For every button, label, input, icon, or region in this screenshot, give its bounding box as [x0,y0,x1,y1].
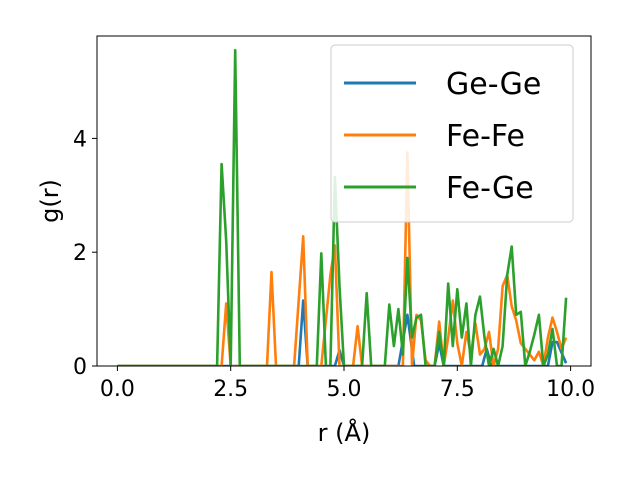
series-line-ge-ge [117,299,568,366]
y-tick-label: 2 [73,241,87,266]
x-tick-label: 2.5 [213,377,248,402]
legend: Ge-Ge Fe-Fe Fe-Ge [330,44,574,223]
x-tick-label: 10.0 [546,377,595,402]
axes: 0.0 2.5 5.0 7.5 10.0 0 2 4 r (Å) g(r) [36,35,595,447]
x-tick-label: 5.0 [327,377,362,402]
series-line-fe-ge [117,48,568,366]
plot-area [117,48,568,366]
legend-entry-ge-ge: Ge-Ge [446,67,541,102]
x-tick-label: 0.0 [100,377,135,402]
y-axis-label: g(r) [36,179,64,223]
x-tick-label: 7.5 [440,377,475,402]
legend-box [330,44,574,223]
legend-entry-fe-fe: Fe-Fe [446,119,525,154]
y-tick-label: 0 [73,355,87,380]
x-axis-label: r (Å) [318,418,371,447]
y-tick-label: 4 [73,127,87,152]
legend-entry-fe-ge: Fe-Ge [446,171,534,206]
